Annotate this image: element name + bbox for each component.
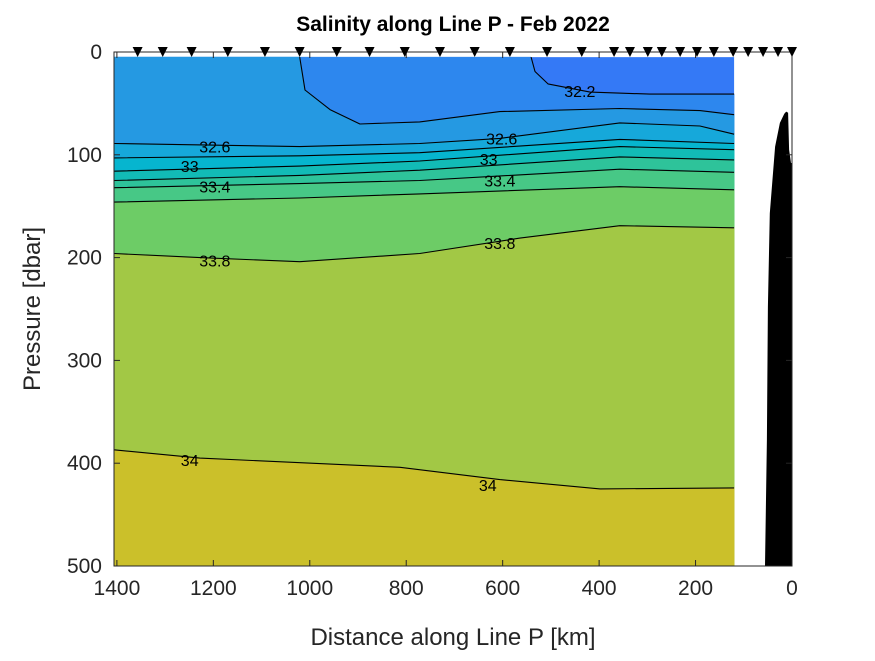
station-marker (576, 47, 587, 57)
bathymetry-seafloor (765, 111, 792, 566)
contour-line-32.2 (530, 56, 735, 95)
station-marker (758, 47, 769, 57)
station-marker (692, 47, 703, 57)
contour-label: 34 (181, 453, 199, 470)
x-tick-label: 400 (582, 577, 617, 600)
station-marker (259, 47, 270, 57)
x-tick-label: 800 (389, 577, 424, 600)
x-tick-label: 1400 (94, 577, 141, 600)
station-marker (728, 47, 739, 57)
station-marker (642, 47, 653, 57)
contour-line-33.2 (113, 156, 735, 182)
station-marker (675, 47, 686, 57)
y-tick-label: 0 (90, 41, 102, 64)
contour-line-32.6 (113, 122, 735, 148)
x-axis-label: Distance along Line P [km] (310, 624, 595, 651)
station-marker (708, 47, 719, 57)
contour-label: 33.8 (484, 236, 515, 253)
contour-fills (113, 56, 735, 567)
station-marker (743, 47, 754, 57)
contour-line-32.8 (113, 138, 735, 159)
x-tick-label: 1200 (190, 577, 237, 600)
x-tick-label: 1000 (286, 577, 333, 600)
contour-label: 34 (479, 478, 497, 495)
x-tick-label: 600 (485, 577, 520, 600)
station-marker (186, 47, 197, 57)
axes: 1400 1200 1000 800 600 400 200 0 0 100 200 300 400 50… (67, 41, 798, 600)
contour-line-34 (113, 449, 735, 490)
y-tick-label: 400 (67, 452, 102, 475)
station-markers (132, 47, 797, 57)
station-marker (773, 47, 784, 57)
contour-line-33.4 (113, 168, 735, 189)
contour-lines (113, 56, 735, 490)
contour-label: 32.6 (199, 140, 230, 157)
y-tick-label: 200 (67, 247, 102, 270)
station-marker (656, 47, 667, 57)
contour-label: 33.4 (199, 180, 230, 197)
station-marker (157, 47, 168, 57)
station-marker (434, 47, 445, 57)
x-tick-label: 0 (786, 577, 798, 600)
y-tick-label: 300 (67, 349, 102, 372)
contour-label: 32.6 (486, 131, 517, 148)
station-marker (364, 47, 375, 57)
chart-title: Salinity along Line P - Feb 2022 (296, 13, 610, 36)
station-marker (399, 47, 410, 57)
contour-label: 32.2 (564, 84, 595, 101)
station-marker (609, 47, 620, 57)
station-marker (542, 47, 553, 57)
contour-line-32.4 (299, 57, 735, 125)
y-axis-label: Pressure [dbar] (19, 227, 46, 391)
contour-label: 33.8 (199, 254, 230, 271)
contour-label: 33.4 (484, 174, 515, 191)
contour-line-33.8 (113, 225, 735, 263)
contour-line-33 (113, 146, 735, 172)
y-tick-label: 100 (67, 144, 102, 167)
contour-label: 33 (480, 152, 498, 169)
bathymetry (765, 111, 792, 566)
x-tick-label: 200 (678, 577, 713, 600)
station-marker (132, 47, 143, 57)
axes-box (113, 51, 793, 567)
contour-label: 33 (181, 159, 199, 176)
station-marker (294, 47, 305, 57)
y-tick-label: 500 (67, 555, 102, 578)
station-marker (222, 47, 233, 57)
contour-line-33.6 (113, 186, 735, 203)
station-marker (331, 47, 342, 57)
station-marker (624, 47, 635, 57)
station-marker (787, 47, 797, 57)
station-marker (469, 47, 480, 57)
station-marker (504, 47, 515, 57)
